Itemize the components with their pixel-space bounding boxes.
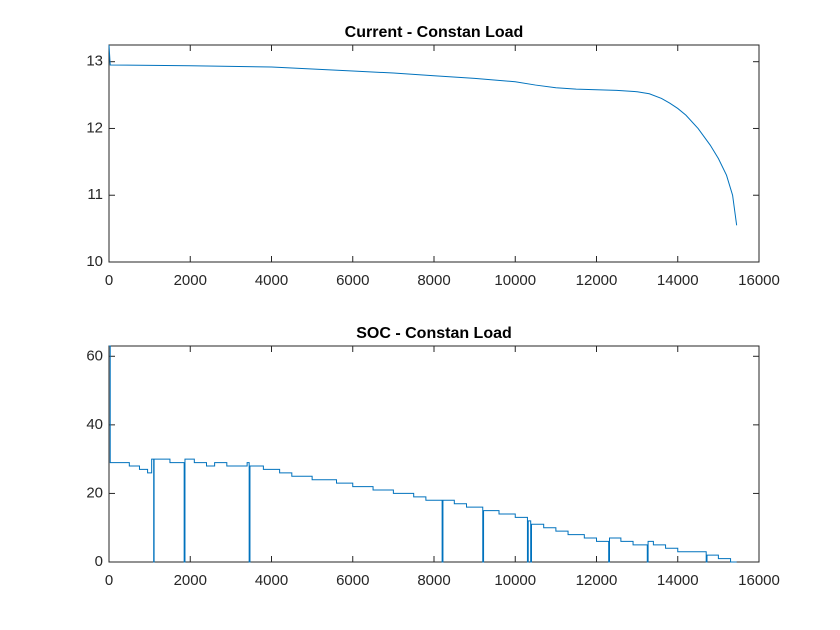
x-tick-label: 12000 (576, 572, 618, 589)
x-tick-label: 16000 (738, 572, 780, 589)
y-tick-label: 60 (86, 347, 103, 364)
x-tick-label: 4000 (255, 272, 288, 289)
x-tick-label: 12000 (576, 272, 618, 289)
x-tick-label: 6000 (336, 572, 369, 589)
y-tick-label: 0 (95, 553, 103, 570)
x-tick-label: 2000 (174, 272, 207, 289)
data-line (108, 44, 738, 226)
x-tick-label: 10000 (494, 272, 536, 289)
x-tick-label: 6000 (336, 272, 369, 289)
chart-title: Current - Constan Load (345, 24, 524, 41)
x-tick-label: 10000 (494, 572, 536, 589)
x-tick-label: 8000 (417, 272, 450, 289)
x-tick-label: 8000 (417, 572, 450, 589)
y-tick-label: 40 (86, 416, 103, 433)
x-tick-label: 4000 (255, 572, 288, 589)
axes-box (108, 345, 760, 563)
y-tick-label: 10 (86, 253, 103, 270)
x-tick-label: 2000 (174, 572, 207, 589)
x-tick-label: 0 (105, 572, 113, 589)
x-tick-label: 16000 (738, 272, 780, 289)
data-line (109, 345, 737, 563)
y-tick-label: 12 (86, 119, 103, 136)
y-tick-label: 20 (86, 484, 103, 501)
x-tick-label: 0 (105, 272, 113, 289)
chart-title: SOC - Constan Load (356, 325, 512, 342)
y-tick-label: 13 (86, 53, 103, 70)
y-tick-label: 11 (87, 186, 103, 203)
x-tick-label: 14000 (657, 572, 699, 589)
axes-box (108, 44, 760, 263)
x-tick-label: 14000 (657, 272, 699, 289)
